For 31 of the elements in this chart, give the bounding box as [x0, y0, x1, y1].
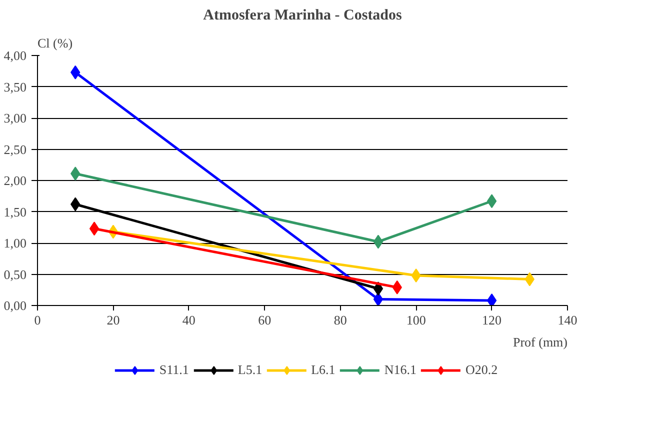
- x-tick-label: 140: [558, 312, 578, 328]
- point: [373, 234, 384, 249]
- y-axis-title: Cl (%): [38, 36, 73, 50]
- point: [486, 194, 497, 208]
- legend-label: L5.1: [238, 362, 262, 378]
- x-axis-title: Prof (mm): [512, 334, 568, 350]
- y-tick-label: 1,00: [4, 236, 26, 250]
- legend-label: L6.1: [311, 362, 336, 378]
- x-tick-label: 0: [34, 312, 41, 328]
- x-tick-label: 80: [334, 312, 347, 328]
- x-tick-label: 40: [182, 312, 196, 328]
- y-tick-label: 0,50: [4, 266, 26, 282]
- y-tick-label: 3,00: [4, 110, 26, 126]
- y-tick-label: 2,50: [4, 142, 26, 157]
- x-tick-label: 20: [106, 312, 120, 328]
- y-tick-label: 4,00: [4, 48, 26, 63]
- legend-label: S11.1: [159, 362, 189, 378]
- x-tick-label: 60: [258, 312, 272, 328]
- legend-label: O20.2: [465, 362, 498, 378]
- y-tick-label: 0,00: [4, 298, 26, 313]
- x-tick-label: 100: [406, 312, 426, 328]
- point: [486, 294, 497, 306]
- y-tick-label: 2,00: [4, 173, 26, 188]
- y-tick-label: 3,50: [4, 79, 26, 94]
- point: [373, 292, 384, 306]
- legend-label: N16.1: [384, 362, 416, 378]
- point: [89, 222, 100, 236]
- point: [411, 268, 421, 282]
- chart-title: Atmosfera Marinha - Costados: [203, 8, 402, 24]
- x-tick-label: 120: [482, 312, 502, 328]
- y-tick-label: 1,50: [4, 204, 26, 220]
